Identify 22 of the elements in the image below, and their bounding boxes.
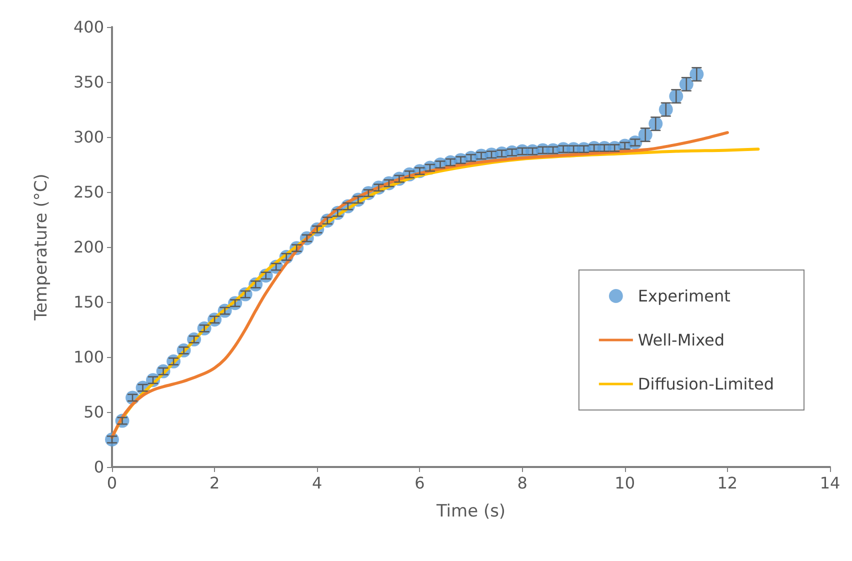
y-tick-label: 50: [84, 402, 104, 422]
y-tick-label: 100: [73, 348, 104, 366]
x-tick-label: 10: [614, 474, 636, 492]
y-tick-label: 150: [73, 292, 104, 312]
x-tick-label: 0: [106, 474, 118, 492]
x-tick-label: 6: [414, 474, 425, 492]
x-tick-label: 12: [717, 474, 738, 492]
x-axis-title: Time (s): [435, 502, 506, 522]
x-tick-label: 14: [820, 474, 840, 492]
x-tick-label: 2: [209, 474, 220, 492]
y-axis-title: Temperature (°C): [32, 174, 52, 322]
x-tick-label: 8: [517, 474, 528, 492]
legend-label: Experiment: [638, 286, 730, 306]
y-tick-label: 400: [73, 18, 104, 36]
y-tick-label: 250: [73, 182, 104, 202]
x-tick-label: 4: [312, 474, 322, 492]
y-tick-label: 300: [73, 128, 104, 146]
y-tick-label: 0: [94, 458, 104, 476]
y-tick-label: 200: [73, 238, 104, 256]
legend-label: Diffusion-Limited: [638, 374, 774, 394]
legend-label: Well-Mixed: [638, 330, 725, 350]
y-tick-label: 350: [73, 72, 104, 92]
